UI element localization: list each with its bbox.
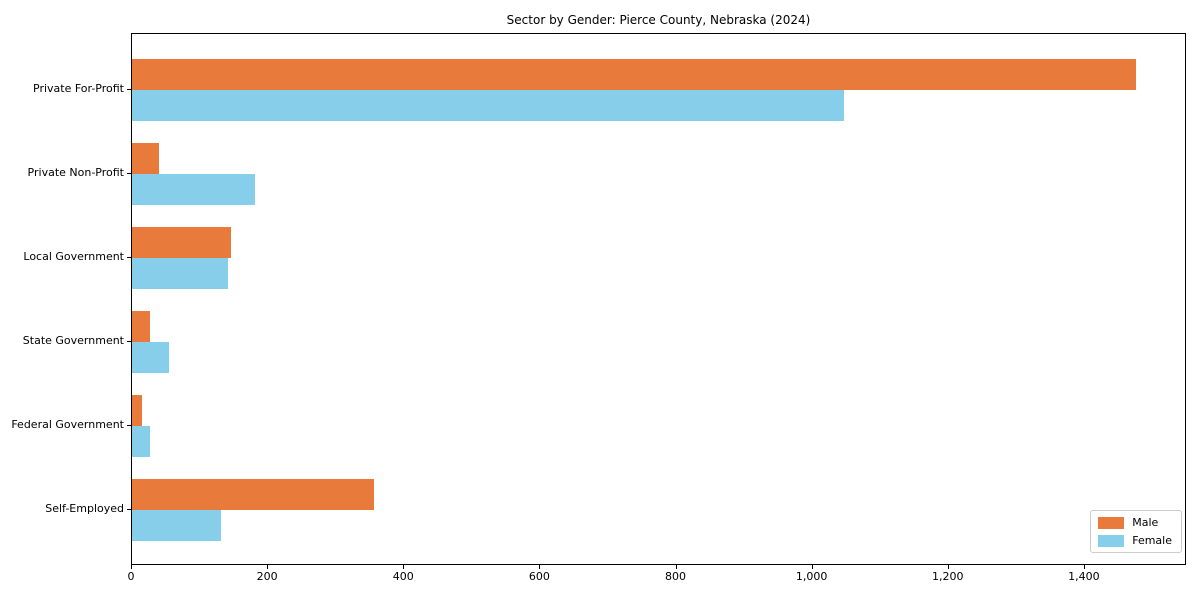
- plot-area: Male Female: [131, 33, 1186, 565]
- legend: Male Female: [1090, 510, 1182, 553]
- legend-item-female: Female: [1098, 534, 1172, 547]
- x-tick-label: 600: [528, 570, 550, 583]
- x-tick-label: 1,000: [795, 570, 828, 583]
- y-tick-mark: [127, 341, 131, 342]
- x-tick-label: 400: [392, 570, 414, 583]
- bar-male-private-for-profit: [132, 59, 1136, 90]
- x-tick-mark: [811, 565, 813, 569]
- y-tick-label: Local Government: [23, 250, 124, 263]
- chart-title: Sector by Gender: Pierce County, Nebrask…: [506, 13, 811, 27]
- bar-female-private-non-profit: [132, 174, 255, 205]
- y-tick-label: Federal Government: [11, 418, 124, 431]
- x-tick-mark: [539, 565, 541, 569]
- y-tick-mark: [127, 89, 131, 90]
- bar-female-state-government: [132, 342, 170, 373]
- x-tick-label: 800: [665, 570, 686, 583]
- bar-female-local-government: [132, 258, 228, 289]
- bar-female-private-for-profit: [132, 90, 844, 121]
- bar-male-private-non-profit: [132, 143, 160, 174]
- y-tick-mark: [127, 425, 131, 426]
- y-tick-label: Self-Employed: [45, 502, 124, 515]
- x-tick-label: 1,200: [932, 570, 964, 583]
- legend-label-male: Male: [1132, 516, 1159, 529]
- legend-swatch-female: [1098, 534, 1125, 547]
- x-tick-mark: [675, 565, 677, 569]
- y-tick-mark: [127, 173, 131, 174]
- bar-male-federal-government: [132, 395, 142, 426]
- bar-male-local-government: [132, 227, 231, 258]
- legend-swatch-male: [1098, 516, 1125, 529]
- x-tick-mark: [267, 565, 269, 569]
- x-tick-mark: [131, 565, 132, 569]
- x-tick-label: 0: [127, 570, 135, 583]
- y-tick-mark: [127, 509, 131, 510]
- y-tick-label: State Government: [22, 334, 124, 347]
- y-tick-label: Private Non-Profit: [27, 166, 124, 179]
- bar-male-self-employed: [132, 479, 374, 510]
- bar-male-state-government: [132, 311, 150, 342]
- bar-female-self-employed: [132, 510, 221, 541]
- legend-label-female: Female: [1132, 534, 1172, 547]
- x-tick-mark: [947, 565, 949, 569]
- x-tick-mark: [1083, 565, 1085, 569]
- x-tick-label: 200: [256, 570, 278, 583]
- y-tick-label: Private For-Profit: [33, 82, 124, 95]
- legend-item-male: Male: [1098, 516, 1172, 529]
- y-tick-mark: [127, 257, 131, 258]
- bar-female-federal-government: [132, 426, 150, 457]
- x-tick-mark: [403, 565, 405, 569]
- x-tick-label: 1,400: [1068, 570, 1100, 583]
